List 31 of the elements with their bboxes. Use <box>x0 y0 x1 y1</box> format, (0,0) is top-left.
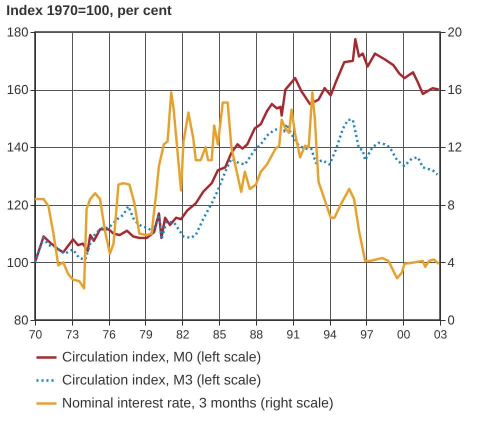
chart-title: Index 1970=100, per cent <box>6 2 172 18</box>
x-tick-label: 88 <box>250 328 264 342</box>
y2-tick-label: 20 <box>448 24 462 40</box>
x-tick-label: 94 <box>323 328 338 342</box>
y2-tick-label: 4 <box>448 254 455 270</box>
line-series <box>34 38 440 264</box>
x-tick-label: 73 <box>66 328 80 342</box>
legend-label: Nominal interest rate, 3 months (right scale) <box>62 394 334 410</box>
legend-label: Circulation index, M0 (left scale) <box>62 348 262 364</box>
y-tick-label: 80 <box>14 312 28 328</box>
x-tick-label: 03 <box>434 328 448 342</box>
y2-tick-label: 12 <box>448 140 462 155</box>
y-tick-label: 160 <box>6 82 28 98</box>
x-tick-label: 97 <box>360 328 374 342</box>
x-tick-label: 85 <box>212 328 227 342</box>
x-tick-label: 79 <box>139 328 153 342</box>
x-tick-label: 00 <box>397 328 411 342</box>
x-tick-label: 70 <box>28 328 42 342</box>
y-tick-label: 100 <box>6 254 28 270</box>
y2-tick-label: 0 <box>448 312 455 328</box>
x-tick-label: 82 <box>176 328 190 342</box>
line-series <box>34 118 439 264</box>
x-tick-label: 91 <box>286 328 300 342</box>
x-tick-label: 76 <box>102 328 116 342</box>
legend-label: Circulation index, M3 (left scale) <box>62 372 262 388</box>
y-tick-label: 180 <box>6 24 28 40</box>
y-tick-label: 120 <box>6 197 28 212</box>
y-tick-label: 140 <box>6 140 28 155</box>
line-series <box>34 91 440 290</box>
y2-tick-label: 8 <box>448 197 455 212</box>
y2-tick-label: 16 <box>448 82 462 98</box>
